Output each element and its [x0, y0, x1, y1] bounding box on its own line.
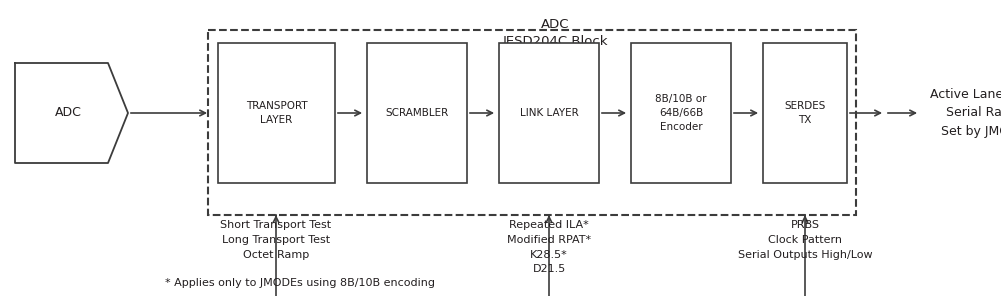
Polygon shape: [15, 63, 128, 163]
Text: PRBS
Clock Pattern
Serial Outputs High/Low: PRBS Clock Pattern Serial Outputs High/L…: [738, 220, 872, 260]
Text: TRANSPORT
LAYER: TRANSPORT LAYER: [245, 101, 307, 125]
Text: Active Lanes and
Serial Rates
Set by JMODE: Active Lanes and Serial Rates Set by JMO…: [930, 88, 1001, 139]
Text: Repeated ILA*
Modified RPAT*
K28.5*
D21.5: Repeated ILA* Modified RPAT* K28.5* D21.…: [507, 220, 591, 274]
Bar: [763, 43, 847, 183]
Bar: [208, 30, 856, 215]
Text: ADC
JESD204C Block: ADC JESD204C Block: [503, 18, 608, 48]
Text: ADC: ADC: [55, 107, 81, 120]
Text: Short Transport Test
Long Transport Test
Octet Ramp: Short Transport Test Long Transport Test…: [220, 220, 331, 260]
Text: 8B/10B or
64B/66B
Encoder: 8B/10B or 64B/66B Encoder: [656, 94, 707, 132]
Text: * Applies only to JMODEs using 8B/10B encoding: * Applies only to JMODEs using 8B/10B en…: [165, 278, 435, 288]
Text: SERDES
TX: SERDES TX: [785, 101, 826, 125]
Bar: [367, 43, 467, 183]
Bar: [631, 43, 731, 183]
Text: LINK LAYER: LINK LAYER: [520, 108, 579, 118]
Bar: [499, 43, 599, 183]
Text: SCRAMBLER: SCRAMBLER: [385, 108, 448, 118]
Bar: [218, 43, 335, 183]
